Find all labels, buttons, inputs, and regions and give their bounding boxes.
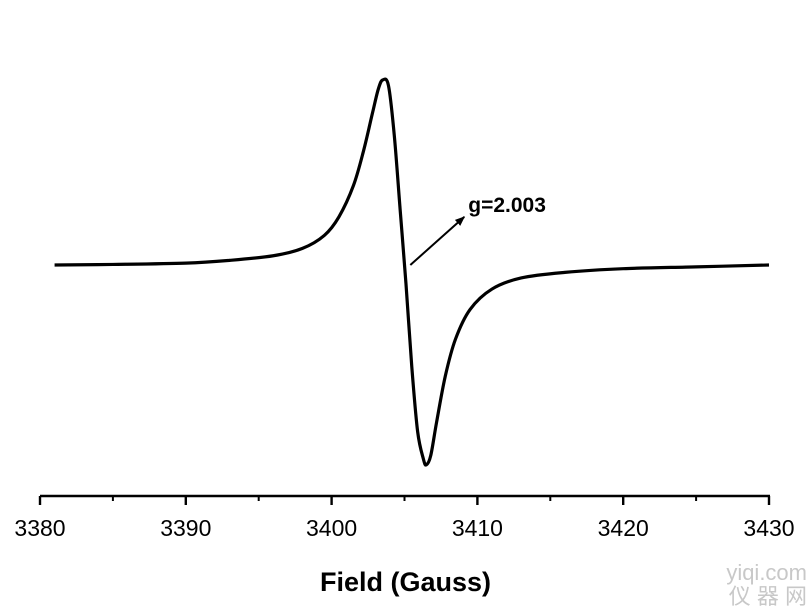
spectrum-line (54, 77, 770, 467)
annotation-g-value: g=2.003 (468, 194, 546, 217)
x-tick-label-3430: 3430 (743, 515, 794, 541)
x-axis-ticks (38, 496, 771, 505)
x-tick-label-3380: 3380 (14, 515, 65, 541)
x-tick-label-3420: 3420 (598, 515, 649, 541)
annotation-arrow (409, 216, 466, 266)
x-axis-title: Field (Gauss) (320, 567, 491, 597)
x-axis-tick-labels: 3380 3390 3400 3410 3420 3430 (14, 515, 794, 541)
x-tick-label-3400: 3400 (306, 515, 357, 541)
watermark-line-2: 仪 器 网 (729, 584, 807, 608)
x-tick-label-3410: 3410 (452, 515, 503, 541)
watermark-line-1: yiqi.com (726, 560, 807, 585)
x-tick-label-3390: 3390 (160, 515, 211, 541)
